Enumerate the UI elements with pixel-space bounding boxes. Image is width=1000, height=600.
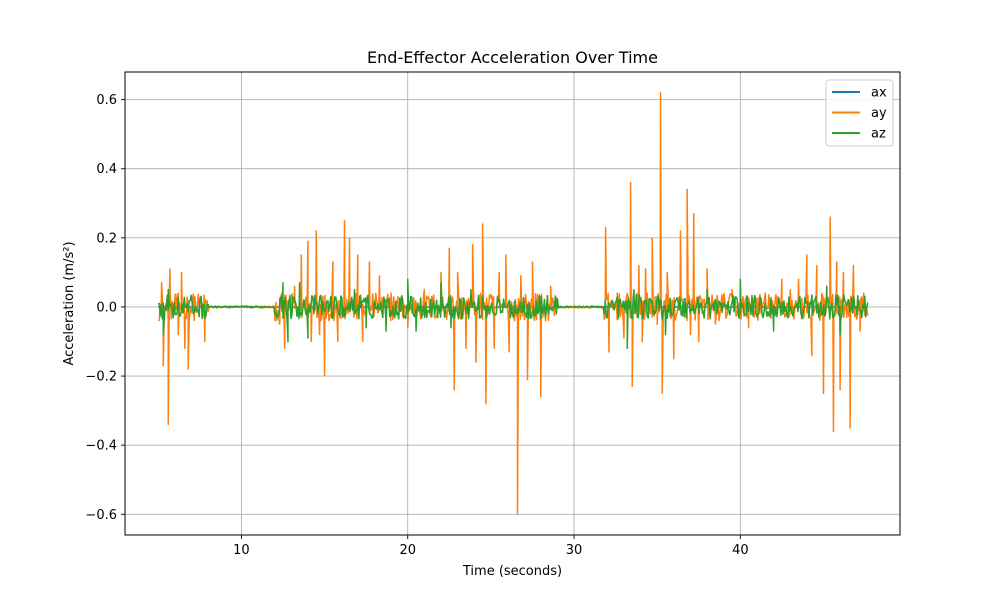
y-tick-label: −0.4 xyxy=(85,439,117,454)
y-tick-label: −0.6 xyxy=(85,508,117,523)
legend: ax ay az xyxy=(825,79,894,147)
chart-title: End-Effector Acceleration Over Time xyxy=(367,48,658,67)
y-axis-title: Acceleration (m/s²) xyxy=(62,241,77,365)
series-lines xyxy=(157,91,869,516)
y-tick-label: 0.2 xyxy=(96,231,117,246)
x-tick-label: 30 xyxy=(566,543,583,558)
series-line-az xyxy=(157,278,869,350)
x-axis-title: Time (seconds) xyxy=(462,564,562,579)
legend-label-az: az xyxy=(871,127,886,142)
y-tick-label: 0.6 xyxy=(96,93,117,108)
x-tick-label: 20 xyxy=(399,543,416,558)
legend-label-ay: ay xyxy=(871,106,887,121)
legend-label-ax: ax xyxy=(871,86,887,101)
plot-area-frame xyxy=(124,71,901,536)
y-tick-label: −0.2 xyxy=(85,370,117,385)
y-tick-label: 0.0 xyxy=(96,300,117,315)
x-tick-label: 10 xyxy=(233,543,250,558)
x-tick-label: 40 xyxy=(732,543,749,558)
y-tick-label: 0.4 xyxy=(96,162,117,177)
axis-ticks: 10 20 30 40 −0.6 −0.4 −0.2 0.0 0.2 0.4 0.6 xyxy=(85,93,748,558)
